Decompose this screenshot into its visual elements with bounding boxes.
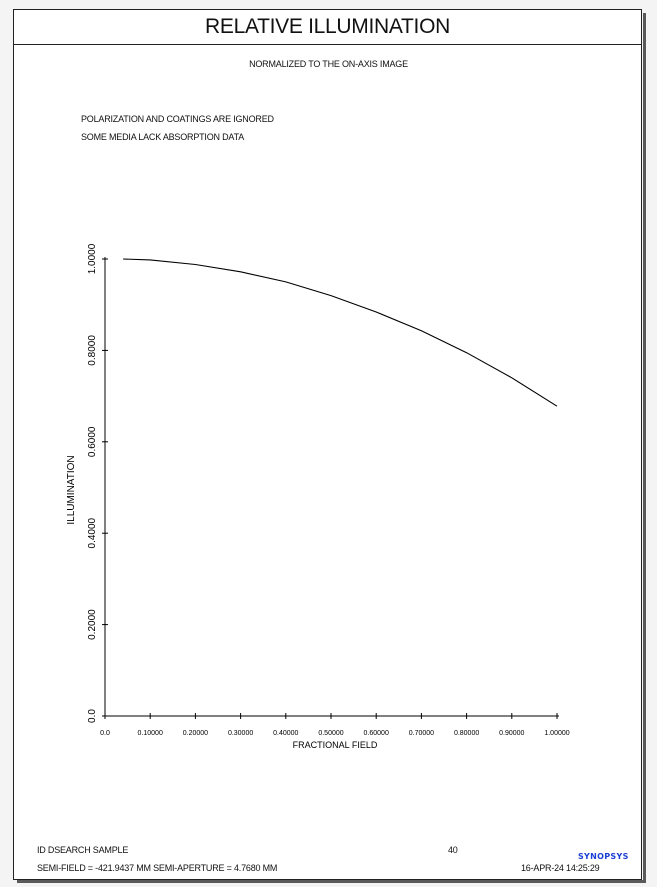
x-tick-label: 0.50000: [318, 730, 343, 737]
x-tick-label: 0.60000: [364, 730, 389, 737]
x-tick-label: 0.20000: [183, 730, 208, 737]
illumination-series-line: [123, 258, 558, 407]
page-shadow: [17, 880, 646, 883]
x-tick-label: 0.0: [100, 730, 110, 737]
x-axis-ticks: 0.0 0.10000 0.20000 0.30000 0.40000 0.50000 0.…: [100, 713, 570, 737]
footer-semi-field: SEMI-FIELD = -421.9437 MM SEMI-APERTURE …: [37, 863, 278, 873]
chart-axes: [104, 257, 559, 717]
report-sheet: [13, 9, 642, 880]
report-title: RELATIVE ILLUMINATION: [205, 14, 450, 38]
x-tick-label: 0.30000: [228, 730, 253, 737]
footer-date: 16-APR-24 14:25:29: [521, 863, 600, 873]
y-tick-label: 0.6000: [87, 426, 98, 457]
y-tick-label: 0.0: [87, 709, 98, 723]
note-polarization: POLARIZATION AND COATINGS ARE IGNORED: [81, 114, 274, 124]
y-tick-label: 1.0000: [87, 243, 98, 274]
y-axis-ticks: 0.0 0.2000 0.4000 0.6000 0.8000 1.0000: [87, 243, 108, 723]
y-tick-label: 0.8000: [87, 335, 98, 366]
x-tick-label: 0.90000: [499, 730, 524, 737]
x-tick-label: 1.00000: [544, 730, 569, 737]
y-tick-label: 0.2000: [87, 609, 98, 640]
y-axis-label: ILLUMINATION: [66, 455, 77, 524]
synopsys-logo: SYNOPSYS: [578, 852, 629, 861]
y-tick-label: 0.4000: [87, 517, 98, 548]
footer-page-number: 40: [448, 845, 458, 855]
x-tick-label: 0.10000: [138, 730, 163, 737]
footer-id: ID DSEARCH SAMPLE: [37, 845, 129, 855]
title-bar: RELATIVE ILLUMINATION: [13, 9, 642, 45]
note-absorption: SOME MEDIA LACK ABSORPTION DATA: [81, 132, 245, 142]
plot-area: [123, 258, 558, 407]
x-tick-label: 0.80000: [454, 730, 479, 737]
page-shadow: [643, 13, 646, 882]
report-subtitle: NORMALIZED TO THE ON-AXIS IMAGE: [249, 59, 408, 69]
x-axis-label: FRACTIONAL FIELD: [293, 740, 378, 750]
x-tick-label: 0.40000: [273, 730, 298, 737]
x-tick-label: 0.70000: [409, 730, 434, 737]
